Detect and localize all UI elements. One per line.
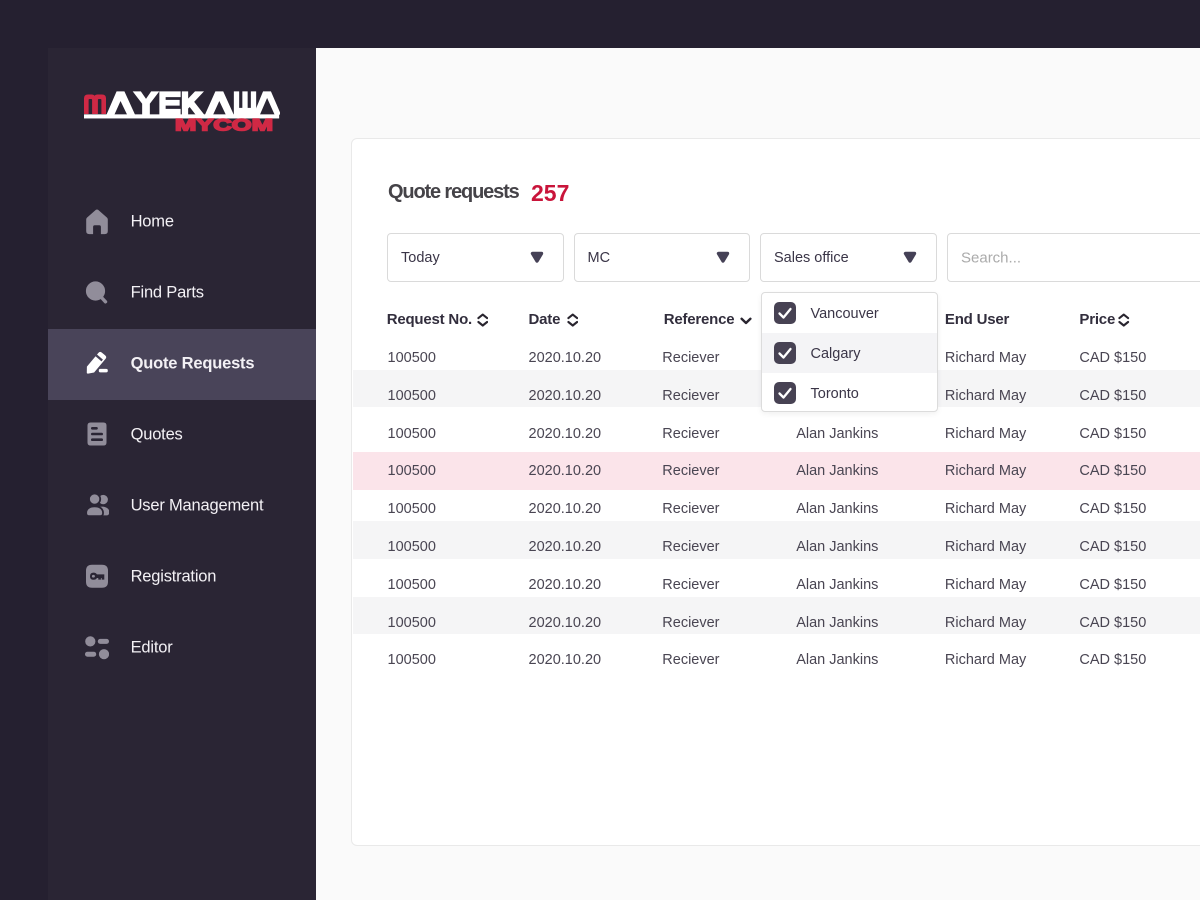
svg-text:MYCOM: MYCOM — [175, 117, 273, 135]
